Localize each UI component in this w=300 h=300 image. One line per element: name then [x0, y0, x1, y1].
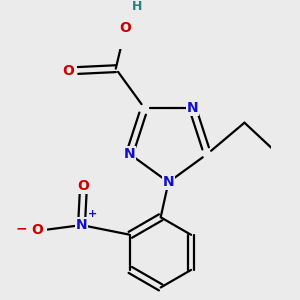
Text: N: N: [124, 147, 135, 161]
Text: −: −: [15, 221, 27, 235]
Text: O: O: [62, 64, 74, 78]
Text: N: N: [187, 101, 198, 115]
Text: +: +: [88, 209, 97, 219]
Text: H: H: [132, 0, 142, 13]
Text: N: N: [76, 218, 87, 232]
Text: N: N: [163, 175, 174, 189]
Text: O: O: [77, 179, 89, 193]
Text: O: O: [31, 223, 43, 237]
Text: O: O: [120, 21, 131, 35]
